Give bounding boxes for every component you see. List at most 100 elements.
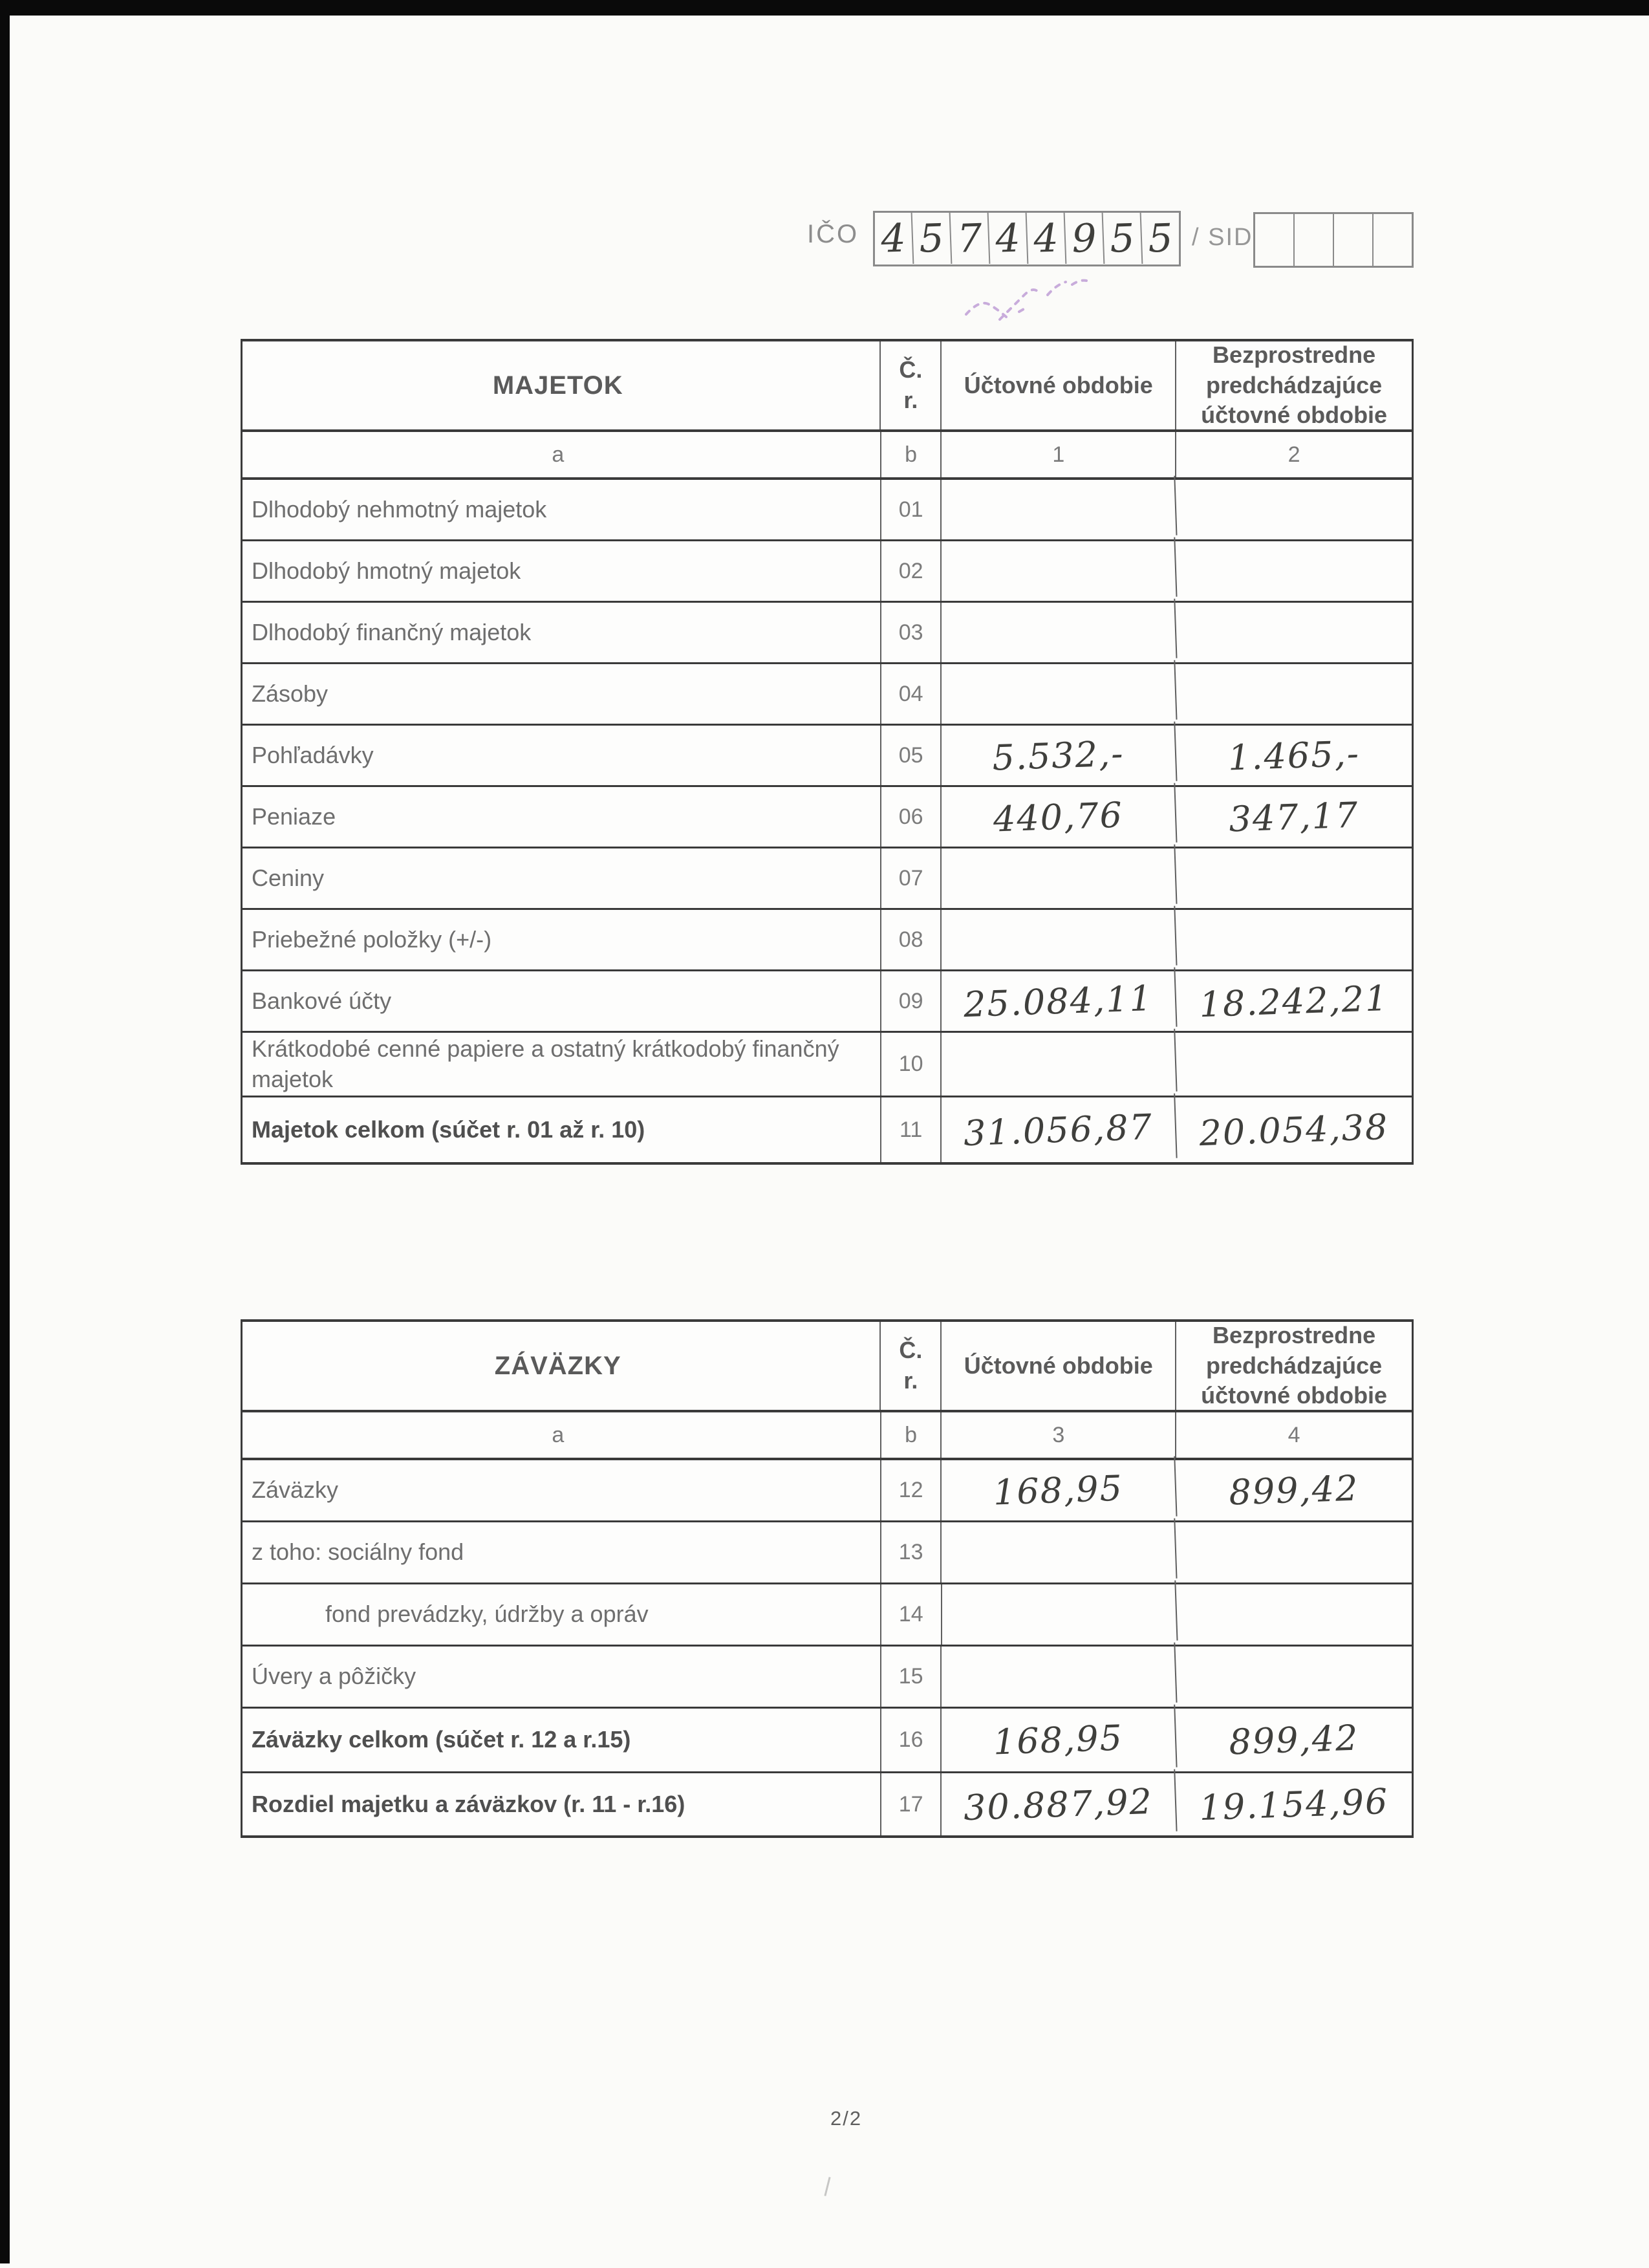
row-label: Dlhodobý nehmotný majetok (242, 480, 881, 539)
ico-digit-cell: 9 (1064, 211, 1105, 266)
table-row: Záväzky 12 168,95 899,42 (242, 1456, 1412, 1525)
sid-cell (1255, 214, 1295, 266)
row-number: 16 (881, 1709, 942, 1771)
row-value-current: 168,95 (940, 1704, 1178, 1776)
row-value-previous (1176, 845, 1413, 913)
row-label: Rozdiel majetku a záväzkov (r. 11 - r.16… (242, 1773, 881, 1835)
table-row: Peniaze 06 440,76 347,17 (242, 783, 1412, 851)
row-value-current (940, 598, 1178, 667)
sid-box (1253, 212, 1414, 268)
table-body: Záväzky 12 168,95 899,42 z toho: sociálny fo… (242, 1456, 1413, 1840)
scan-mark (824, 2177, 831, 2196)
row-value-previous (1176, 660, 1413, 728)
row-number: 07 (881, 848, 942, 908)
table-header-row: MAJETOK Č. r. Účtovné obdobie Bezprostre… (242, 341, 1412, 432)
row-label: Peniaze (242, 787, 881, 847)
row-label: z toho: sociálny fond (242, 1522, 881, 1582)
row-label: Dlhodobý finančný majetok (242, 603, 881, 662)
table-row: Zásoby 04 (242, 660, 1412, 728)
col-header-cr: Č. r. (881, 341, 942, 429)
row-label: Dlhodobý hmotný majetok (242, 541, 881, 601)
ico-digit-cell: 5 (1147, 215, 1174, 262)
scan-border-top (0, 0, 1649, 16)
row-number: 09 (881, 971, 942, 1031)
row-value-current: 5.532,- (940, 721, 1178, 790)
row-number: 04 (881, 664, 942, 724)
row-label: Záväzky (242, 1460, 881, 1520)
row-value-previous (1176, 476, 1413, 544)
row-number: 12 (881, 1460, 942, 1520)
ico-digit-cell: 4 (874, 211, 914, 266)
table-row: Krátkodobé cenné papiere a ostatný krátk… (242, 1028, 1412, 1100)
row-number: 14 (881, 1584, 942, 1645)
row-label: Úvery a pôžičky (242, 1647, 881, 1707)
row-value-current (940, 537, 1178, 605)
sid-cell (1374, 214, 1412, 266)
row-value-current (940, 1518, 1178, 1587)
row-value-previous (1176, 537, 1413, 605)
col-header-current-period: Účtovné obdobie (942, 1322, 1177, 1410)
row-value-current (940, 905, 1178, 974)
table-row: Úvery a pôžičky 15 (242, 1642, 1412, 1711)
row-value-current (940, 1642, 1178, 1711)
row-value-previous: 19.154,96 (1198, 1780, 1390, 1828)
row-value-current (941, 1580, 1178, 1649)
subheader-cell: a (242, 1412, 881, 1458)
table-title: MAJETOK (242, 341, 881, 429)
subheader-cell: 1 (942, 432, 1177, 477)
table-subheader-row: a b 3 4 (242, 1412, 1412, 1460)
scan-border-left (0, 0, 10, 2263)
row-label: Pohľadávky (242, 726, 881, 785)
row-value-previous (1176, 1643, 1413, 1711)
row-label: Krátkodobé cenné papiere a ostatný krátk… (242, 1033, 881, 1096)
row-value-current: 30.887,92 (940, 1769, 1178, 1840)
row-number: 13 (881, 1522, 942, 1582)
col-header-current-period: Účtovné obdobie (942, 341, 1177, 429)
row-number: 15 (881, 1647, 942, 1707)
row-value-previous: 20.054,38 (1198, 1106, 1390, 1154)
row-value-current (940, 1028, 1178, 1100)
row-value-previous: 347,17 (1228, 794, 1360, 839)
ico-digit-cell: 5 (912, 211, 953, 266)
subheader-cell: 2 (1288, 442, 1300, 467)
row-number: 03 (881, 603, 942, 662)
table-row: z toho: sociálny fond 13 (242, 1518, 1412, 1587)
sid-cell (1295, 214, 1334, 266)
row-label: Bankové účty (242, 971, 881, 1031)
table-row: Rozdiel majetku a záväzkov (r. 11 - r.16… (242, 1769, 1412, 1840)
table-row: Záväzky celkom (súčet r. 12 a r.15) 16 168… (242, 1704, 1412, 1776)
row-label: fond prevádzky, údržby a opráv (242, 1584, 881, 1645)
table-row: Dlhodobý finančný majetok 03 (242, 598, 1412, 667)
sid-label: / SID (1192, 224, 1253, 251)
zavazky-table: ZÁVÄZKY Č. r. Účtovné obdobie Bezprostre… (241, 1319, 1414, 1840)
table-header-row: ZÁVÄZKY Č. r. Účtovné obdobie Bezprostre… (242, 1322, 1412, 1412)
row-label: Ceniny (242, 848, 881, 908)
row-value-previous (1176, 1581, 1413, 1649)
subheader-cell: b (881, 1412, 942, 1458)
ico-digit-cell: 4 (988, 211, 1029, 266)
row-value-previous (1176, 599, 1413, 667)
row-value-current: 440,76 (940, 783, 1178, 851)
majetok-table: MAJETOK Č. r. Účtovné obdobie Bezprostre… (241, 339, 1414, 1167)
table-row: Priebežné položky (+/-) 08 (242, 905, 1412, 974)
col-header-previous-period: Bezprostredne predchádzajúce účtovné obd… (1201, 1321, 1388, 1409)
row-number: 08 (881, 910, 942, 969)
row-value-current (940, 844, 1178, 913)
table-row: fond prevádzky, údržby a opráv 14 (242, 1580, 1413, 1649)
row-number: 17 (881, 1773, 942, 1835)
row-value-current: 31.056,87 (940, 1093, 1178, 1167)
row-value-previous: 1.465,- (1227, 732, 1361, 779)
row-value-previous (1176, 1029, 1413, 1100)
sid-cell (1334, 214, 1374, 266)
ico-label: IČO (807, 220, 859, 248)
row-label: Majetok celkom (súčet r. 01 až r. 10) (242, 1097, 881, 1162)
table-body: Dlhodobý nehmotný majetok 01 Dlhodobý hmot… (242, 475, 1413, 1167)
row-value-current: 25.084,11 (940, 967, 1178, 1035)
ico-digit-cell: 5 (1103, 211, 1143, 266)
page-number: 2/2 (830, 2107, 863, 2130)
row-value-previous: 18.242,21 (1198, 977, 1390, 1025)
row-number: 06 (881, 787, 942, 847)
row-number: 10 (881, 1033, 942, 1096)
row-value-previous (1176, 906, 1413, 974)
